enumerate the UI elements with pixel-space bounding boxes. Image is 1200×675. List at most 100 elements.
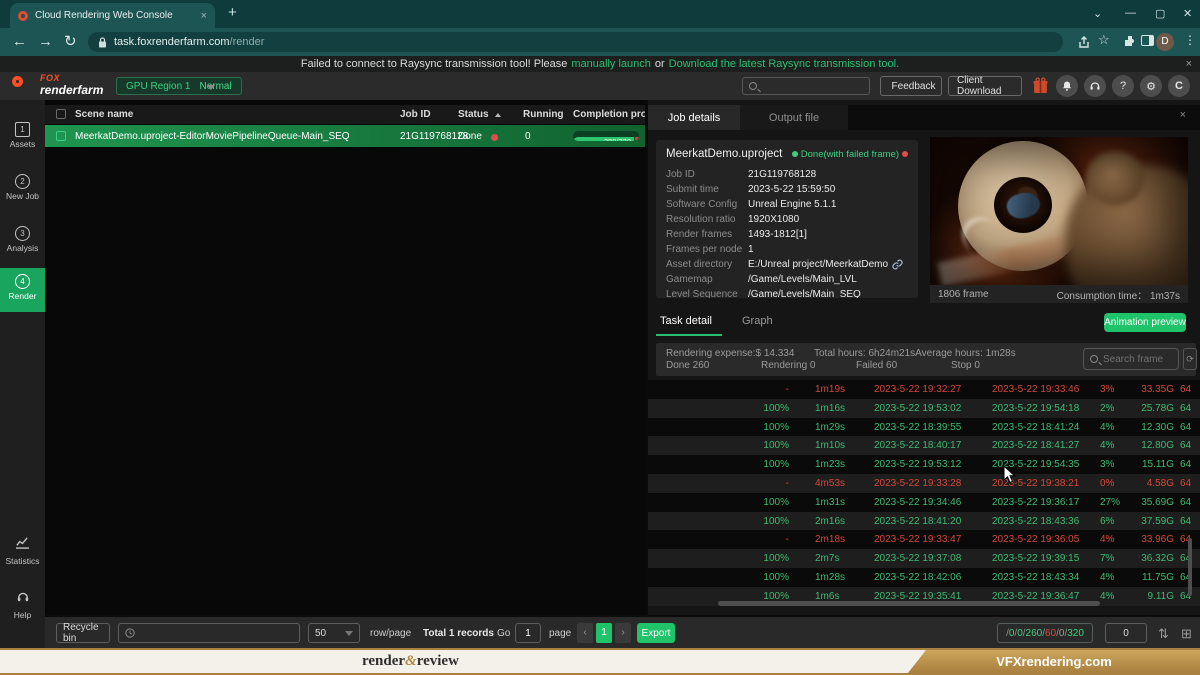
share-icon[interactable] [1076, 34, 1092, 50]
frame-count-segment: 60 [1042, 628, 1056, 639]
region-status: Normal [199, 80, 232, 92]
window-maximize-icon[interactable]: ▢ [1155, 8, 1166, 20]
recycle-bin-button[interactable]: Recycle bin [56, 622, 110, 644]
sort-arrows-icon[interactable]: ⇅ [1158, 626, 1169, 641]
feedback-button[interactable]: Feedback [880, 76, 942, 96]
task-row[interactable]: - 2m18s 2023-5-22 19:33:47 2023-5-22 19:… [648, 530, 1200, 550]
task-row[interactable]: 100% 1m29s 2023-5-22 18:39:55 2023-5-22 … [648, 417, 1200, 437]
header-search-input[interactable] [742, 77, 870, 95]
filter-input[interactable] [118, 623, 300, 643]
url-bar[interactable]: task.foxrenderfarm.com/render [88, 32, 1063, 52]
tab-graph[interactable]: Graph [742, 315, 773, 327]
window-minimize-icon[interactable]: — [1125, 7, 1136, 19]
status-sort-caret-icon[interactable] [495, 113, 501, 117]
bookmark-star-icon[interactable]: ☆ [1098, 32, 1110, 47]
tab-job-details[interactable]: Job details [648, 105, 740, 130]
tab-task-detail[interactable]: Task detail [660, 315, 712, 327]
window-close-icon[interactable]: ✕ [1183, 8, 1193, 20]
task-row[interactable]: 100% 2m7s 2023-5-22 19:37:08 2023-5-22 1… [648, 549, 1200, 568]
pager-next-button[interactable]: › [615, 623, 631, 643]
export-button[interactable]: Export [637, 623, 675, 643]
bottom-toolbar: Recycle bin 50 row/page Total 1 records … [45, 615, 1200, 648]
select-chevron-down-icon [345, 630, 353, 636]
failed-dot [902, 151, 908, 157]
task-row[interactable]: 100% 1m6s 2023-5-22 19:35:41 2023-5-22 1… [648, 586, 1200, 606]
job-list-panel: Scene name Job ID Status Running Complet… [45, 100, 645, 615]
detail-field-row: Job ID 21G119768128 [666, 169, 817, 180]
stat-item: Rendering 0 [761, 360, 816, 371]
search-frame-box[interactable] [1083, 348, 1179, 370]
back-icon[interactable]: ← [12, 33, 27, 50]
frame-count-segment: 0 [1014, 628, 1023, 639]
task-row[interactable]: - 1m19s 2023-5-22 19:32:27 2023-5-22 19:… [648, 380, 1200, 399]
search-frame-input[interactable] [1103, 353, 1167, 365]
job-status-badge: Done(with failed frame) [791, 149, 908, 160]
browser-menu-icon[interactable]: ⋮ [1184, 33, 1196, 47]
task-row[interactable]: - 4m53s 2023-5-22 19:33:28 2023-5-22 19:… [648, 473, 1200, 493]
support-headset-icon[interactable] [1084, 75, 1106, 97]
frame-preview-image [930, 137, 1188, 285]
side-panel-icon[interactable] [1141, 35, 1154, 46]
browser-tab[interactable]: Cloud Rendering Web Console × [10, 3, 215, 28]
vertical-scrollbar[interactable] [1188, 538, 1192, 596]
rows-per-page-select[interactable]: 50 [308, 623, 360, 643]
sidebar-item-assets[interactable]: 1 Assets [0, 118, 45, 160]
pager-page-1-button[interactable]: 1 [596, 623, 612, 643]
new-tab-icon[interactable]: + [228, 4, 237, 21]
animation-preview-button[interactable]: Animation preview [1104, 313, 1186, 332]
manually-launch-link[interactable]: manually launch [571, 58, 651, 70]
pager-prev-button[interactable]: ‹ [577, 623, 593, 643]
window-chevron-icon[interactable]: ⌄ [1093, 8, 1103, 20]
job-row-checkbox[interactable] [56, 131, 66, 141]
browser-profile-avatar[interactable]: D [1156, 33, 1174, 51]
gpu-region-selector[interactable]: GPU Region 1 Normal [116, 77, 242, 95]
help-question-icon[interactable]: ? [1112, 75, 1134, 97]
reload-icon[interactable]: ↻ [64, 33, 77, 50]
tab-favicon [18, 10, 28, 21]
task-row[interactable]: 100% 1m31s 2023-5-22 19:34:46 2023-5-22 … [648, 492, 1200, 512]
extensions-puzzle-icon[interactable] [1122, 34, 1138, 50]
tab-output-file[interactable]: Output file [740, 105, 848, 130]
numeric-sort-icon[interactable]: ⊞ [1181, 626, 1192, 641]
row-page-label: row/page [370, 628, 412, 639]
task-row[interactable]: 100% 1m16s 2023-5-22 19:53:02 2023-5-22 … [648, 398, 1200, 418]
client-download-button[interactable]: Client Download [948, 75, 1022, 97]
panel-close-icon[interactable]: × [1179, 109, 1186, 121]
sidebar-item-analysis[interactable]: 3 Analysis [0, 222, 45, 264]
sidebar-item-render[interactable]: 4 Render [0, 268, 45, 312]
bell-icon[interactable] [1056, 75, 1078, 97]
tab-close-icon[interactable]: × [200, 9, 207, 22]
detail-field-row: Gamemap /Game/Levels/Main_LVL [666, 274, 857, 285]
stat-item: Rendering expense:$ 14.334 [666, 348, 795, 359]
user-avatar[interactable]: C [1168, 75, 1190, 97]
task-row[interactable]: 100% 2m16s 2023-5-22 18:41:20 2023-5-22 … [648, 511, 1200, 531]
refresh-icon[interactable]: ⟳ [1183, 348, 1197, 370]
region-chevron-down-icon[interactable] [207, 85, 215, 90]
misc-count-box: 0 [1105, 623, 1147, 643]
job-row-selected[interactable]: MeerkatDemo.uproject-EditorMoviePipeline… [45, 125, 645, 147]
frame-preview[interactable]: 1806 frame Consumption time： 1m37s [930, 137, 1188, 303]
render-review-logo: render&review [362, 653, 459, 669]
col-status[interactable]: Status [458, 109, 489, 120]
link-icon[interactable] [892, 259, 903, 270]
mouse-cursor [1003, 465, 1016, 484]
notification-close-icon[interactable]: × [1185, 58, 1192, 70]
forward-icon[interactable]: → [38, 33, 53, 50]
stats-line2: Done 260 Rendering 0 Failed 60 Stop 0 [666, 360, 1046, 371]
task-row[interactable]: 100% 1m28s 2023-5-22 18:42:06 2023-5-22 … [648, 567, 1200, 587]
select-all-checkbox[interactable] [56, 109, 66, 119]
task-row[interactable]: 100% 1m23s 2023-5-22 19:53:12 2023-5-22 … [648, 455, 1200, 474]
download-raysync-link[interactable]: Download the latest Raysync transmission… [668, 58, 900, 70]
task-stats-bar: Rendering expense:$ 14.334 Total hours: 6… [656, 343, 1197, 376]
task-row[interactable]: 100% 1m10s 2023-5-22 18:40:17 2023-5-22 … [648, 436, 1200, 456]
sidebar-item-new-job[interactable]: 2 New Job [0, 170, 45, 212]
job-status-value: Done [458, 131, 482, 142]
sidebar-item-help[interactable]: Help [0, 586, 45, 628]
gift-icon[interactable] [1032, 77, 1049, 94]
horizontal-scrollbar[interactable] [718, 601, 1100, 606]
gear-icon[interactable]: ⚙ [1140, 75, 1162, 97]
sidebar-item-statistics[interactable]: Statistics [0, 532, 45, 574]
sidebar-nav: 1 Assets 2 New Job 3 Analysis 4 Render S… [0, 100, 45, 648]
page-number-input[interactable] [515, 623, 541, 643]
details-tabbar: Job details Output file [648, 105, 1200, 130]
